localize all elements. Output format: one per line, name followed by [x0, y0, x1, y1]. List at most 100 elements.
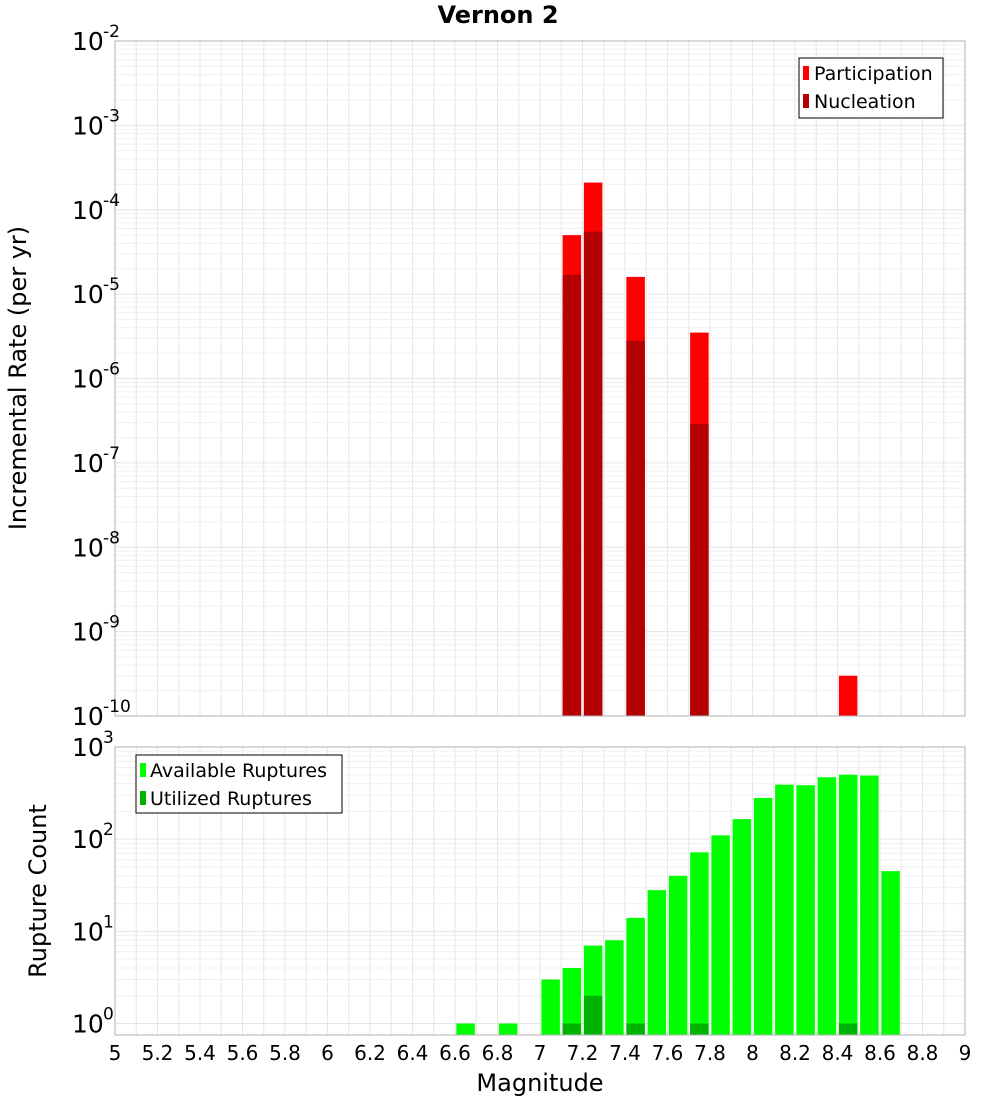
utilized-bar-7_15: [562, 1023, 582, 1035]
bottom-legend-box: [135, 754, 343, 814]
legend-label-utilized: Utilized Ruptures: [150, 788, 312, 810]
xtick-label: 7.6: [652, 1041, 684, 1065]
bottom-ytick-label: 10: [72, 733, 104, 762]
available-bar-8_15: [775, 784, 794, 1035]
top-ytick-label: 10: [72, 702, 104, 731]
available-bar-7_55: [647, 890, 667, 1035]
top-ytick-label: 10: [72, 111, 104, 140]
legend-swatch-participation: [803, 66, 809, 80]
legend-swatch-nucleation: [803, 94, 809, 108]
xtick-label: 7.2: [567, 1041, 599, 1065]
top-ytick-label-exponent: -9: [103, 613, 120, 633]
top-y-axis-title: Incremental Rate (per yr): [4, 226, 32, 530]
top-ytick-label: 10: [72, 449, 104, 478]
available-bar-7_75: [690, 852, 709, 1035]
utilized-bar-7_75: [690, 1023, 709, 1035]
utilized-bar-8_45: [838, 1023, 858, 1035]
x-axis-title: Magnitude: [476, 1069, 603, 1097]
xtick-label: 6.8: [482, 1041, 514, 1065]
nucleation-bar-7_15: [562, 274, 582, 716]
available-bar-8_45: [838, 774, 858, 1035]
xtick-label: 7.8: [694, 1041, 726, 1065]
legend-swatch-utilized: [140, 791, 146, 805]
xtick-label: 6.2: [354, 1041, 386, 1065]
bottom-ytick-label-exponent: 2: [103, 820, 114, 840]
top-plot-grid: [114, 41, 966, 717]
top-ytick-label-exponent: -7: [103, 444, 120, 464]
utilized-bar-7_45: [626, 1023, 645, 1035]
top-ytick-label: 10: [72, 618, 104, 647]
xtick-label: 8.4: [822, 1041, 854, 1065]
bottom-ytick-label-exponent: 0: [103, 1004, 114, 1024]
bottom-y-axis-title: Rupture Count: [24, 804, 52, 978]
legend-label-available: Available Ruptures: [150, 760, 327, 782]
top-legend: Participation Nucleation: [798, 57, 944, 119]
xtick-label: 5: [109, 1041, 122, 1065]
bottom-ytick-label-exponent: 3: [103, 728, 114, 748]
legend-label-participation: Participation: [814, 63, 933, 85]
top-ytick-label-exponent: -8: [103, 528, 120, 548]
top-ytick-label: 10: [72, 27, 104, 56]
xtick-label: 7: [534, 1041, 547, 1065]
xtick-label: 5.8: [269, 1041, 301, 1065]
available-bar-8_25: [796, 785, 815, 1035]
xtick-label: 8: [746, 1041, 759, 1065]
legend-swatch-available: [140, 763, 146, 777]
x-ticks: 5 5.2 5.4 5.6 5.8 6 6.2 6.4 6.6 6.8 7 7.2 7.4 7.6 7.8 8…: [109, 1041, 972, 1065]
nucleation-bar-7_25: [583, 231, 603, 716]
xtick-label: 5.6: [227, 1041, 259, 1065]
top-ytick-label: 10: [72, 533, 104, 562]
top-ytick-label: 10: [72, 280, 104, 309]
available-bar-7_35: [605, 940, 624, 1035]
available-bar-7_45: [626, 917, 645, 1035]
nucleation-bar-7_75: [690, 423, 709, 716]
xtick-label: 8.6: [864, 1041, 896, 1065]
top-ytick-label: 10: [72, 196, 104, 225]
bottom-plot-bars: [456, 774, 900, 1035]
top-plot-frame: [114, 40, 966, 717]
legend-label-nucleation: Nucleation: [814, 91, 916, 113]
top-ytick-label-exponent: -10: [103, 697, 131, 717]
available-bar-8_65: [881, 871, 900, 1035]
chart-title: Vernon 2: [437, 1, 558, 29]
bottom-ytick-label: 10: [72, 1009, 104, 1038]
xtick-label: 6.6: [439, 1041, 471, 1065]
xtick-label: 5.2: [142, 1041, 174, 1065]
participation-bar-8_45: [838, 675, 858, 716]
top-ytick-label-exponent: -4: [103, 191, 120, 211]
xtick-label: 6.4: [397, 1041, 429, 1065]
top-ytick-label-exponent: -6: [103, 360, 120, 380]
available-bar-8_05: [753, 797, 773, 1035]
top-ytick-label-exponent: -2: [103, 22, 120, 42]
utilized-bar-7_25: [583, 995, 603, 1035]
xtick-label: 9: [959, 1041, 972, 1065]
bottom-legend: Available Ruptures Utilized Ruptures: [135, 754, 343, 814]
top-plot-bars: [562, 182, 858, 716]
xtick-label: 7.4: [609, 1041, 641, 1065]
top-ytick-label-exponent: -5: [103, 275, 120, 295]
xtick-label: 8.2: [779, 1041, 811, 1065]
available-bar-7_95: [732, 819, 752, 1035]
nucleation-bar-7_45: [626, 340, 645, 716]
available-bar-7_15: [562, 967, 582, 1035]
available-bar-8_35: [817, 777, 837, 1035]
available-bar-7_85: [711, 835, 730, 1035]
xtick-label: 8.8: [907, 1041, 939, 1065]
available-bar-6_65: [456, 1023, 475, 1035]
xtick-label: 6: [321, 1041, 334, 1065]
bottom-ytick-label: 10: [72, 917, 104, 946]
bottom-ytick-label: 10: [72, 825, 104, 854]
available-bar-7_05: [541, 979, 560, 1035]
available-bar-7_65: [668, 875, 688, 1035]
top-legend-box: [798, 57, 944, 119]
xtick-label: 5.4: [184, 1041, 216, 1065]
available-bar-8_55: [860, 775, 879, 1035]
bottom-plot-frame: [114, 746, 966, 1036]
top-ytick-label: 10: [72, 365, 104, 394]
available-bar-6_85: [498, 1023, 518, 1035]
top-ytick-label-exponent: -3: [103, 106, 120, 126]
bottom-ytick-label-exponent: 1: [103, 912, 114, 932]
